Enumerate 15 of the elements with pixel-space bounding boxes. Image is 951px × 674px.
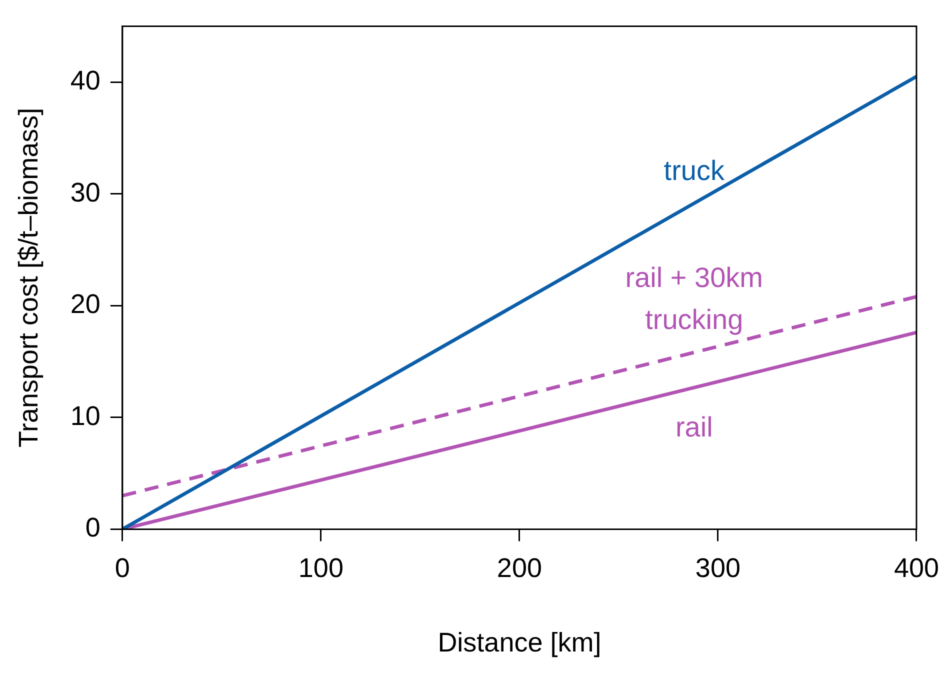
- y-axis-title: Transport cost [$/t–biomass]: [14, 108, 44, 448]
- y-tick-label: 30: [70, 177, 100, 208]
- y-tick-label: 10: [70, 400, 100, 431]
- x-tick-label: 400: [894, 552, 940, 583]
- x-tick-label: 300: [695, 552, 740, 583]
- y-tick-label: 40: [70, 66, 100, 96]
- y-tick-label: 0: [85, 512, 100, 543]
- series-label: truck: [664, 154, 726, 186]
- x-tick-label: 100: [298, 552, 344, 583]
- x-tick-label: 0: [114, 552, 130, 583]
- x-axis-title: Distance [km]: [438, 627, 602, 658]
- y-tick-label: 20: [70, 289, 100, 320]
- x-tick-label: 200: [496, 552, 542, 583]
- series-label: rail: [675, 411, 713, 442]
- series-label: rail + 30km trucking: [625, 262, 764, 336]
